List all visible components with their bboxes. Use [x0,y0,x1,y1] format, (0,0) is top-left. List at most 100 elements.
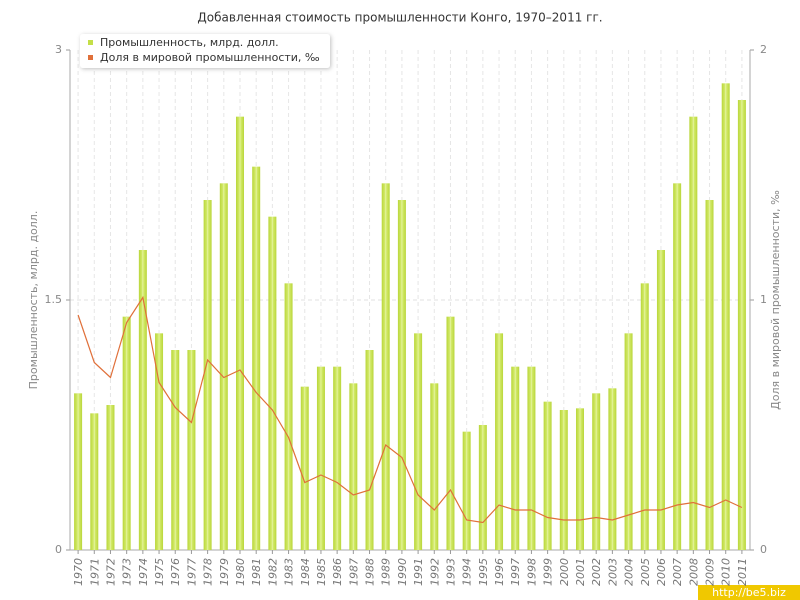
bar [252,166,261,550]
bar [74,393,83,550]
x-tick-label: 1999 [542,558,555,586]
x-tick-label: 1997 [509,558,522,586]
x-tick-label: 2008 [687,558,700,586]
bar [430,383,439,550]
x-tick-label: 2000 [558,558,571,586]
bar [268,216,277,550]
legend-swatch [88,40,93,45]
watermark-bg [698,585,800,600]
x-tick-label: 1977 [185,558,198,586]
bar [90,413,99,550]
bar [284,283,293,550]
y-tick-label: 1.5 [45,293,63,306]
bar [689,116,698,551]
x-tick-label: 1979 [218,558,231,586]
x-tick-label: 1990 [396,558,409,586]
bar [673,183,682,551]
x-tick-label: 1992 [428,558,441,586]
x-tick-label: 1984 [299,558,312,586]
bar [656,250,665,550]
x-tick-label: 1980 [234,558,247,586]
x-tick-label: 2007 [671,558,684,586]
x-tick-label: 1974 [137,558,150,586]
bar [608,388,617,550]
bar [300,386,309,550]
bar [592,393,601,550]
legend-box [80,34,330,68]
x-tick-label: 2002 [590,558,603,586]
y-tick-label: 3 [55,43,62,56]
bar [640,283,649,550]
x-tick-label: 1991 [412,558,425,586]
bar [527,366,536,550]
bar [397,200,406,550]
x-tick-label: 1972 [104,558,117,586]
x-tick-label: 1993 [444,558,457,586]
bar [705,200,714,550]
x-tick-label: 1998 [525,558,538,586]
x-tick-label: 1983 [283,558,296,586]
bar [236,116,244,551]
x-tick-label: 1995 [477,558,490,586]
bar [446,316,455,550]
x-tick-label: 1976 [169,558,182,586]
legend-label: Промышленность, млрд. долл. [100,36,279,49]
bar [381,183,390,551]
bar [478,425,487,550]
x-tick-label: 2004 [623,558,636,586]
x-tick-label: 2001 [574,558,587,586]
watermark: http://be5.biz [712,586,786,599]
bar [511,366,520,550]
bar [576,408,584,550]
bar [106,405,115,550]
bar [349,383,358,550]
x-tick-label: 2005 [639,558,652,586]
legend: Промышленность, млрд. долл. Доля в мирово… [80,34,330,68]
legend-swatch [88,55,93,60]
bar [187,350,196,550]
x-tick-label: 1982 [266,558,279,586]
bar [155,333,164,550]
bar [203,200,212,550]
bar [171,350,180,550]
x-tick-label: 1973 [121,558,134,586]
bar [462,431,471,550]
bar [333,366,342,550]
bar [365,350,374,550]
legend-label: Доля в мировой промышленности, ‰ [100,51,320,64]
bar [559,410,568,550]
y2-tick-label: 1 [760,293,767,306]
x-tick-label: 2009 [704,558,717,586]
bar [219,183,228,551]
x-tick-label: 2011 [736,558,749,586]
line [77,295,743,524]
x-tick-label: 1981 [250,558,263,586]
x-tick-label: 2003 [606,558,619,586]
x-tick-label: 2006 [655,558,668,586]
bar [122,316,131,550]
x-tick-label: 2010 [720,558,733,586]
y-tick-label: 0 [55,543,62,556]
x-tick-label: 1996 [493,558,506,586]
x-tick-label: 1970 [72,558,85,586]
x-tick-label: 1978 [202,558,215,586]
bar [316,366,325,550]
x-tick-label: 1971 [88,558,101,586]
bar [721,83,730,550]
bar [138,250,147,550]
chart-title: Добавленная стоимость промышленности Кон… [197,11,602,25]
y2-tick-label: 0 [760,543,767,556]
x-tick-label: 1988 [364,558,377,586]
x-tick-label: 1989 [380,558,393,586]
y2-tick-label: 2 [760,43,767,56]
bar [543,401,552,550]
x-tick-label: 1975 [153,558,166,586]
x-tick-label: 1994 [461,558,474,586]
bar [414,333,423,550]
bar [737,100,746,550]
bar [495,333,504,550]
bar [624,333,633,550]
x-tick-label: 1987 [347,558,360,586]
